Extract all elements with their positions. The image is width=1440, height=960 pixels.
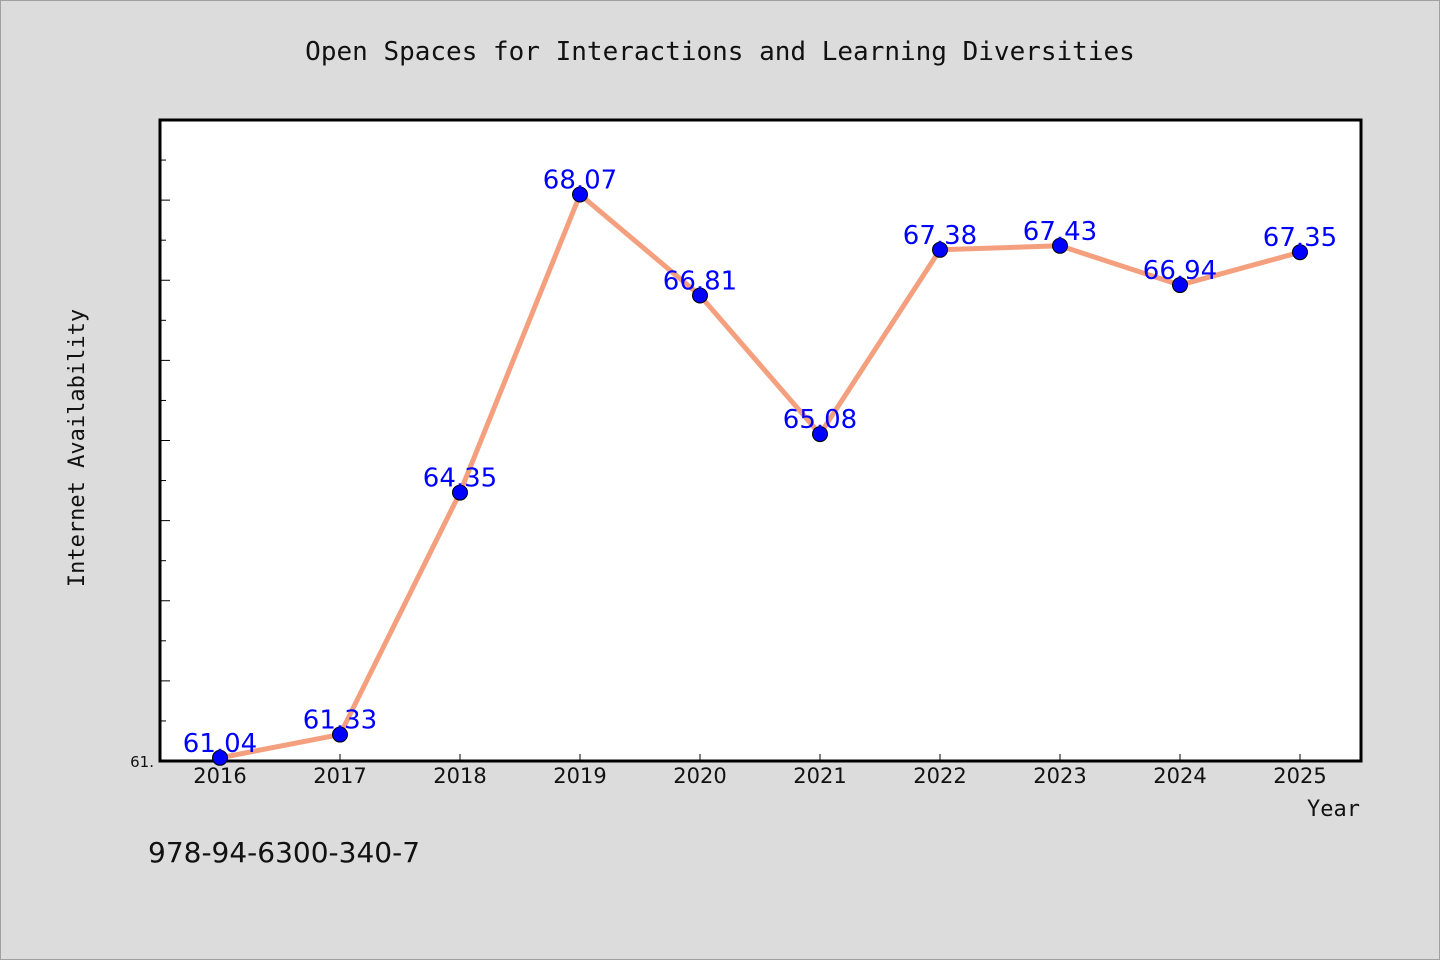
x-tick-label: 2020 [673,764,726,788]
footnote: 978-94-6300-340-7 [148,836,420,869]
data-point [932,241,948,258]
data-point [572,186,588,203]
x-tick-label: 2019 [553,764,606,788]
x-axis-ticks: 2016 2017 2018 2019 2020 2021 2022 2023 2024 2025 [193,754,1327,788]
data-point [1172,277,1188,294]
data-label: 67.35 [1263,223,1337,253]
plot-area [158,118,1363,763]
y-axis-ticks [160,119,170,762]
x-tick-label: 2021 [793,764,846,788]
y-tick-label: 61. [130,753,154,771]
x-tick-label: 2025 [1273,764,1326,788]
series-group: 61.04 61.33 64.35 68.07 66.81 65.08 67.38 67.43… [183,166,1337,766]
x-tick-label: 2022 [913,764,966,788]
data-point [1052,237,1068,254]
chart-title: Open Spaces for Interactions and Learnin… [305,37,1135,67]
data-label: 68.07 [543,166,617,196]
data-point [452,484,468,501]
x-tick-label: 2023 [1033,764,1086,788]
data-label: 64.35 [423,464,497,494]
data-label: 65.08 [783,405,857,435]
data-label: 66.94 [1143,256,1217,286]
x-tick-label: 2017 [313,764,366,788]
data-label: 61.33 [303,706,377,736]
x-axis-title: Year [1307,797,1360,822]
series-line [217,192,1303,761]
x-tick-label: 2018 [433,764,486,788]
data-label: 67.43 [1023,217,1097,247]
data-label: 66.81 [663,266,737,296]
data-point [692,287,708,304]
data-point [332,726,348,743]
data-point [1292,244,1308,261]
y-axis-title: Internet Availability [65,309,90,587]
data-label: 67.38 [903,221,977,251]
data-point [812,426,828,443]
data-label: 61.04 [183,729,257,759]
x-tick-label: 2024 [1153,764,1206,788]
x-tick-label: 2016 [193,764,246,788]
data-point [212,749,228,766]
